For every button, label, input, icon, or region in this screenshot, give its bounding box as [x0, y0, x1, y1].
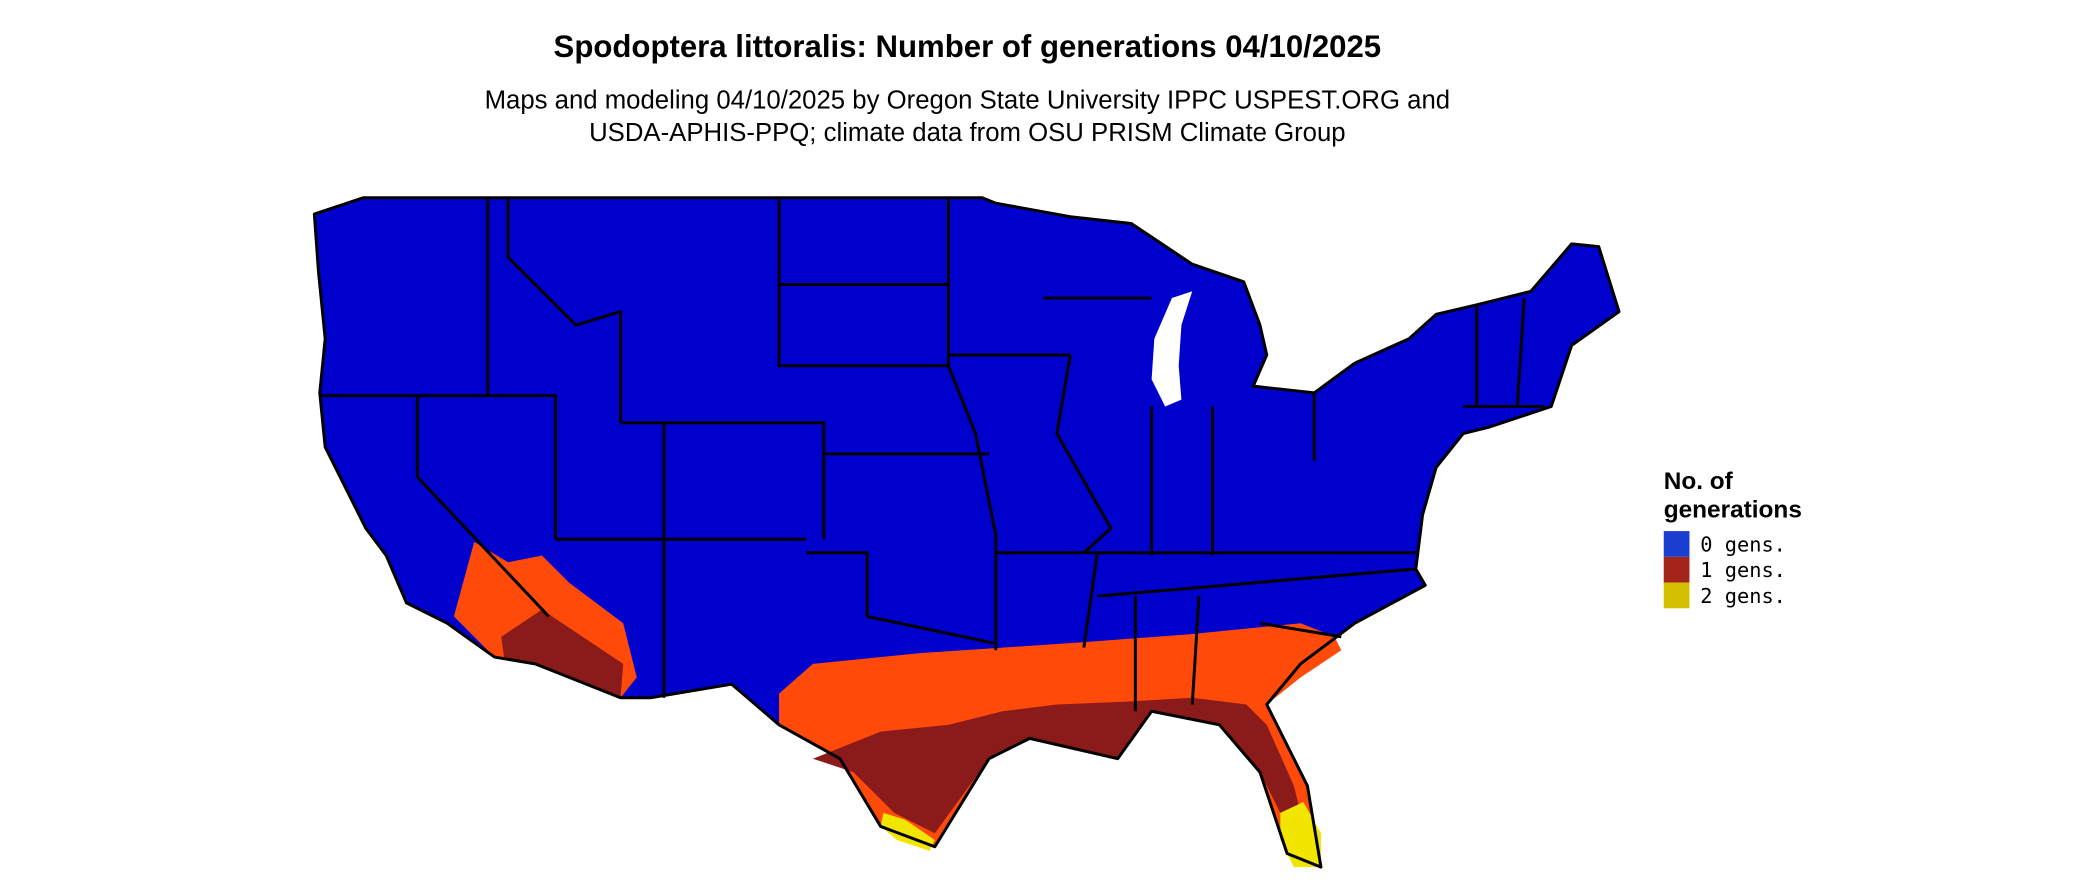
legend-swatch [1663, 582, 1690, 609]
legend-swatch [1663, 531, 1690, 557]
country-border [312, 196, 1621, 869]
map-subtitle: Maps and modeling 04/10/2025 by Oregon S… [485, 86, 1451, 114]
legend-swatch [1663, 556, 1690, 583]
lake [1151, 291, 1193, 407]
map-subtitle: USDA-APHIS-PPQ; climate data from OSU PR… [589, 119, 1346, 147]
region-1-gens [812, 697, 1301, 834]
legend-label: 1 gens. [1700, 558, 1786, 582]
region-0-gens [314, 197, 1620, 868]
legend-title: No. of [1664, 468, 1734, 495]
region-1-gens [501, 609, 624, 698]
state-borders [312, 196, 1621, 869]
us-map [312, 196, 1621, 869]
legend-label: 2 gens. [1700, 584, 1786, 608]
legend-label: 0 gens. [1700, 532, 1786, 556]
legend-title: generations [1664, 497, 1802, 524]
state-border [319, 197, 1545, 712]
legend: No. of generations 0 gens.1 gens.2 gens. [1663, 468, 1802, 609]
map-title: Spodoptera littoralis: Number of generat… [554, 29, 1382, 64]
